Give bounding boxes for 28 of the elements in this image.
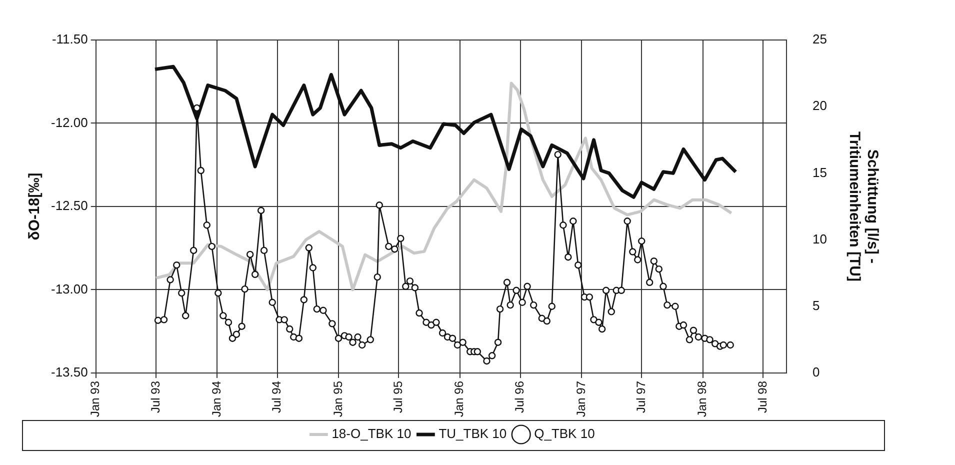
- x-tick-label: Jan 97: [574, 380, 588, 417]
- legend-label: TU_TBK 10: [438, 426, 507, 442]
- y-axis-title: δO-18[‰]: [26, 172, 44, 240]
- y2-tick-label: 15: [812, 164, 828, 180]
- x-tick-label: Jan 93: [88, 380, 102, 417]
- y2-tick-label: 0: [812, 364, 820, 380]
- legend-label: 18-O_TBK 10: [332, 426, 412, 442]
- y2-tick-label: 25: [812, 32, 828, 47]
- x-tick-label: Jan 94: [209, 380, 224, 417]
- y-tick-label: -13.50: [50, 364, 88, 380]
- x-tick-label: Jul 96: [512, 380, 527, 413]
- x-tick-label: Jan 96: [452, 380, 466, 417]
- y-tick-label: -13.00: [50, 281, 88, 296]
- y2-tick-label: 5: [812, 298, 820, 313]
- x-tick-label: Jul 97: [634, 380, 648, 413]
- x-tick-label: Jan 95: [330, 380, 345, 417]
- y2-tick-label: 20: [812, 98, 828, 114]
- y-tick-label: -11.50: [52, 32, 88, 47]
- legend-label: Q_TBK 10: [534, 426, 595, 442]
- y2-axis-title: Schüttung [l/s] - Tritiumeinheiten [TU]: [846, 131, 881, 282]
- y2-tick-label: 10: [812, 231, 828, 246]
- x-tick-label: Jan 98: [695, 380, 710, 417]
- x-tick-label: Jul 94: [270, 380, 284, 413]
- y-tick-label: -12.00: [50, 114, 88, 130]
- x-tick-label: Jul 98: [755, 380, 770, 413]
- y-tick-label: -12.50: [50, 198, 88, 214]
- x-tick-label: Jul 93: [148, 380, 162, 413]
- x-tick-label: Jul 95: [390, 380, 405, 413]
